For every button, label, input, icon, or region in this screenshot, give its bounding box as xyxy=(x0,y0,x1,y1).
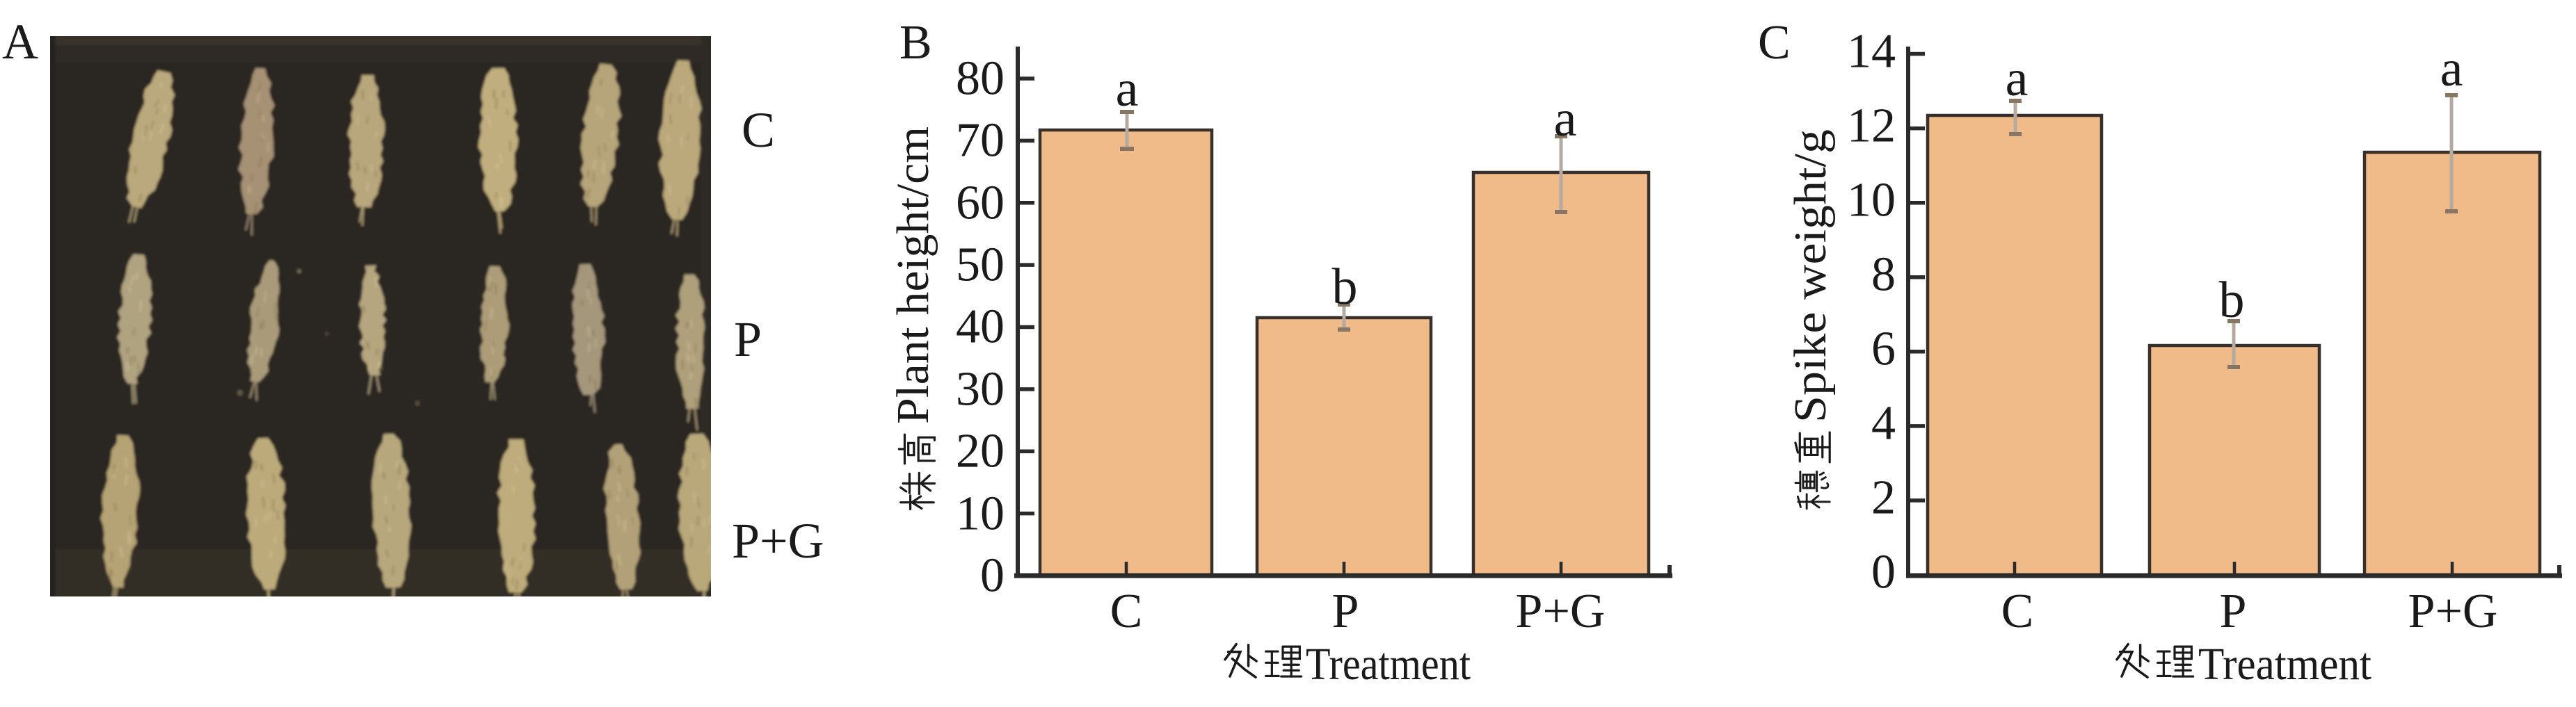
svg-text:0: 0 xyxy=(1871,546,1896,599)
svg-text:Treatment: Treatment xyxy=(1306,639,1471,690)
svg-text:10: 10 xyxy=(1847,174,1896,227)
svg-text:a: a xyxy=(1554,90,1577,147)
svg-text:A: A xyxy=(2,14,38,70)
svg-text:a: a xyxy=(2440,40,2463,97)
svg-text:2: 2 xyxy=(1871,471,1896,525)
svg-text:a: a xyxy=(2006,50,2029,107)
svg-text:C: C xyxy=(1110,585,1143,638)
svg-text:80: 80 xyxy=(956,52,1005,106)
svg-text:30: 30 xyxy=(956,363,1005,416)
svg-text:P+G: P+G xyxy=(1516,585,1606,638)
svg-text:Spike weight/g: Spike weight/g xyxy=(1785,129,1836,423)
svg-text:14: 14 xyxy=(1847,25,1896,79)
svg-text:4: 4 xyxy=(1871,397,1896,450)
svg-text:40: 40 xyxy=(956,300,1005,354)
svg-text:P: P xyxy=(734,311,762,367)
svg-text:60: 60 xyxy=(956,177,1005,230)
svg-text:10: 10 xyxy=(956,487,1005,541)
svg-text:P: P xyxy=(1332,585,1359,638)
svg-text:P+G: P+G xyxy=(732,513,824,569)
svg-text:Treatment: Treatment xyxy=(2198,639,2371,690)
svg-text:6: 6 xyxy=(1871,323,1896,376)
svg-text:C: C xyxy=(2001,585,2034,638)
svg-text:P: P xyxy=(2220,585,2247,638)
svg-text:70: 70 xyxy=(956,114,1005,168)
svg-text:C: C xyxy=(1758,16,1791,70)
svg-text:12: 12 xyxy=(1847,99,1896,153)
svg-text:8: 8 xyxy=(1871,248,1896,302)
svg-text:C: C xyxy=(742,102,775,158)
svg-text:B: B xyxy=(899,16,932,70)
svg-text:20: 20 xyxy=(956,425,1005,478)
svg-text:Plant height/cm: Plant height/cm xyxy=(888,127,938,424)
svg-text:b: b xyxy=(1332,259,1358,316)
svg-text:0: 0 xyxy=(980,549,1005,603)
svg-text:P+G: P+G xyxy=(2408,585,2498,638)
svg-text:a: a xyxy=(1116,60,1139,117)
svg-text:b: b xyxy=(2219,272,2245,329)
svg-text:50: 50 xyxy=(956,238,1005,292)
